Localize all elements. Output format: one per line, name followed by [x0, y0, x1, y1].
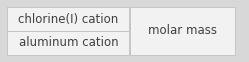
Text: aluminum cation: aluminum cation: [19, 37, 118, 49]
Text: molar mass: molar mass: [148, 24, 217, 38]
Bar: [130, 7, 235, 55]
Bar: [7, 31, 129, 55]
Bar: [7, 7, 129, 31]
Text: chlorine(I) cation: chlorine(I) cation: [18, 13, 119, 25]
